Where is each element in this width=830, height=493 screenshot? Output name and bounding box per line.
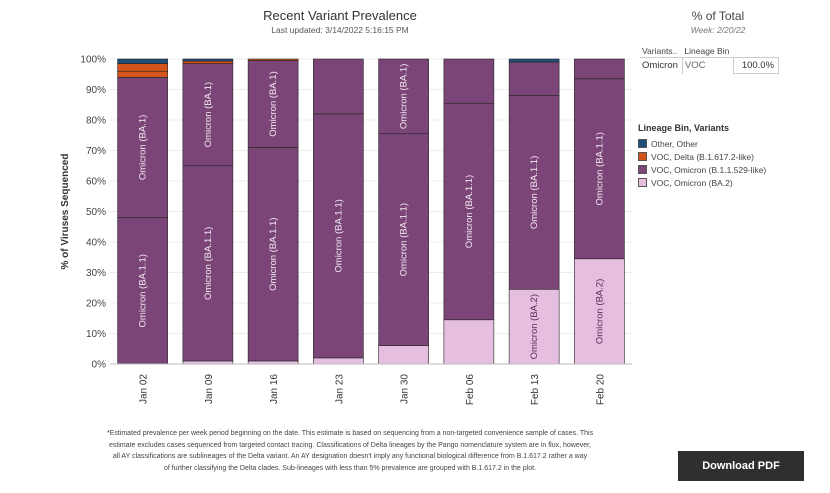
bar-segment [443,58,495,104]
legend-label: VOC, Omicron (B.1.1.529-like) [651,164,767,175]
percent-total-table: Variants.. Lineage Bin Omicron VOC 100.0… [640,46,780,74]
bar-segment [508,61,560,96]
bar-segment [182,63,234,167]
y-tick-label: 40% [86,238,106,249]
bar-segment [247,60,299,148]
footnote-line: of further classifying the Delta clades.… [164,464,536,472]
bar-segment [117,217,168,365]
x-tick-label: Jan 23 [334,374,345,404]
bar-segment [117,77,168,218]
row-variant: Omicron [642,60,678,72]
bar-segment [182,165,234,362]
bar-data-label: Omicron (BA.1.1) [464,175,475,248]
bar-segment [574,258,625,365]
legend-swatch [638,165,647,174]
stacked-bar-chart: 0% 10% 20% 30% 40% 50% 60% 70% 80% 90% 100% % of Vi… [60,55,632,406]
footnote-line: all AY classifications are sublineages o… [112,453,588,460]
x-tick-label: Feb 20 [595,374,606,406]
bar-data-label: Omicron (BA.1.1) [203,227,214,300]
y-tick-label: 60% [86,177,106,188]
legend-label: Other, Other [651,138,698,149]
bar-segment [182,58,234,62]
bar-data-label: Omicron (BA.1) [399,64,410,129]
row-value: 100.0% [732,57,780,74]
legend-label: VOC, Delta (B.1.617.2-like) [651,151,754,162]
legend-item-omicron-ba2[interactable]: VOC, Omicron (BA.2) [638,176,766,189]
bar-segment [443,102,495,321]
bar-data-label: Omicron (BA.1) [138,115,149,180]
legend-swatch [638,152,647,161]
chart-title: Recent Variant Prevalence [263,8,417,23]
y-tick-label: 80% [86,116,106,127]
row-lineage-bin: VOC [681,57,734,74]
y-tick-label: 70% [86,146,106,157]
bar-data-label: Omicron (BA.1) [268,71,279,136]
legend-swatch [638,178,647,187]
bar-segment [117,70,168,78]
footnote: *Estimated prevalence per week period be… [30,428,670,474]
legend-title: Lineage Bin, Variants [638,123,730,133]
bar-segment [117,63,168,72]
bar-segment [574,78,625,260]
legend: Lineage Bin, Variants Other, Other VOC, … [638,123,766,189]
x-tick-label: Jan 16 [269,374,280,404]
percent-total-week: Week: 2/20/22 [690,25,746,35]
bar-segment [117,58,168,64]
bar-data-label: Omicron (BA.2) [594,279,605,344]
bar-segment [378,58,429,135]
col-lineage-bin-header[interactable]: Lineage Bin [682,46,734,58]
percent-total-title: % of Total [691,9,745,23]
bar-segment [182,60,234,64]
y-tick-label: 90% [86,85,106,96]
bar-data-label: Omicron (BA.1.1) [333,199,344,272]
bar-data-label: Omicron (BA.1.1) [268,218,279,291]
bar-segment [574,58,625,80]
bar-segment [378,345,429,365]
bar-data-label: Omicron (BA.1.1) [529,156,540,229]
bar-segment [247,147,299,362]
bar-segment [508,95,560,290]
x-tick-label: Jan 02 [139,374,150,404]
bar-data-label: Omicron (BA.1.1) [399,203,410,276]
x-tick-label: Jan 30 [400,374,411,404]
y-tick-label: 20% [86,299,106,310]
bar-data-label: Omicron (BA.1.1) [594,132,605,205]
table-row[interactable]: Omicron VOC 100.0% [640,57,780,74]
x-tick-label: Feb 06 [465,374,476,406]
y-axis-title: % of Viruses Sequenced [60,154,71,270]
legend-swatch [638,139,647,148]
bar-segment [508,58,560,63]
bar-segment [247,58,299,61]
bar-data-label: Omicron (BA.1.1) [138,254,149,327]
y-tick-label: 30% [86,268,106,279]
bar-segment [313,113,364,359]
bar-segment [508,288,560,365]
bar-data-label: Omicron (BA.2) [529,294,540,359]
col-variants-header[interactable]: Variants.. [640,46,683,58]
legend-item-omicron[interactable]: VOC, Omicron (B.1.1.529-like) [638,163,766,176]
x-tick-label: Feb 13 [530,374,541,406]
footnote-line: estimate excludes cases sequenced from t… [108,441,592,449]
legend-item-delta[interactable]: VOC, Delta (B.1.617.2-like) [638,150,766,163]
bar-segment [443,319,495,365]
y-tick-label: 10% [86,329,106,340]
bar-data-label: Omicron (BA.1) [203,82,214,147]
bar-segment [313,58,364,115]
legend-item-other[interactable]: Other, Other [638,137,766,150]
y-tick-label: 0% [92,360,107,371]
y-tick-label: 50% [86,207,106,218]
bar-segment [313,357,364,365]
footnote-line: *Estimated prevalence per week period be… [106,430,594,437]
download-pdf-button[interactable]: Download PDF [678,451,804,481]
last-updated-text: Last updated: 3/14/2022 5:16:15 PM [271,25,409,35]
legend-label: VOC, Omicron (BA.2) [651,177,733,188]
y-tick-label: 100% [80,55,106,66]
x-tick-label: Jan 09 [204,374,215,404]
